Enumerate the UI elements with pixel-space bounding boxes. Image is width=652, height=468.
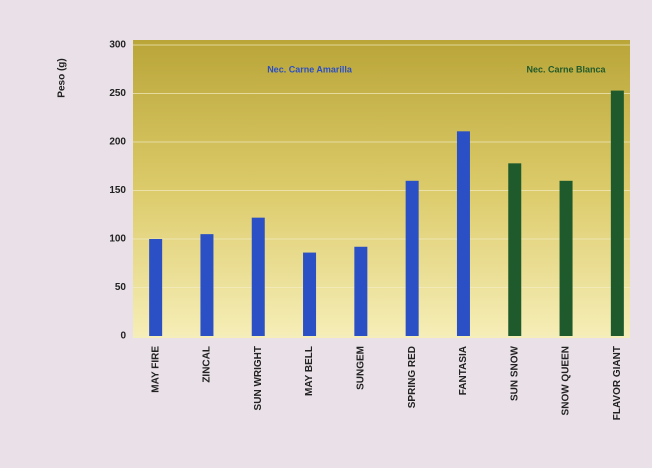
x-tick-label: MAY FIRE <box>150 346 161 393</box>
y-axis-label: Peso (g) <box>57 58 68 97</box>
x-tick-label: FLAVOR GIANT <box>612 346 623 420</box>
bar <box>354 246 368 336</box>
y-tick-label: 50 <box>115 282 127 293</box>
y-tick-label: 250 <box>109 88 126 99</box>
bar <box>559 180 573 336</box>
x-tick-label: SUNGEM <box>355 346 366 390</box>
y-tick-label: 100 <box>109 234 126 245</box>
x-tick-label: SPRING RED <box>407 346 418 408</box>
bar <box>200 234 214 336</box>
bar <box>149 239 163 336</box>
series-label: Nec. Carne Amarilla <box>267 64 353 74</box>
bar <box>251 217 265 336</box>
bar <box>405 180 419 336</box>
y-tick-label: 150 <box>109 185 126 196</box>
x-tick-label: FANTASIA <box>458 346 469 395</box>
x-tick-label: SNOW QUEEN <box>561 346 572 415</box>
plot-background <box>133 40 630 338</box>
x-tick-label: SUN WRIGHT <box>253 346 264 410</box>
bar <box>303 252 317 336</box>
x-tick-label: SUN SNOW <box>509 345 520 401</box>
series-label: Nec. Carne Blanca <box>527 64 607 74</box>
x-tick-label: ZINCAL <box>202 346 213 383</box>
y-tick-label: 0 <box>120 331 126 342</box>
x-tick-label: MAY BELL <box>304 346 315 396</box>
bar <box>456 131 470 336</box>
y-tick-label: 200 <box>109 137 126 148</box>
bar <box>610 90 624 336</box>
y-tick-label: 300 <box>109 40 126 51</box>
bar <box>508 163 522 336</box>
